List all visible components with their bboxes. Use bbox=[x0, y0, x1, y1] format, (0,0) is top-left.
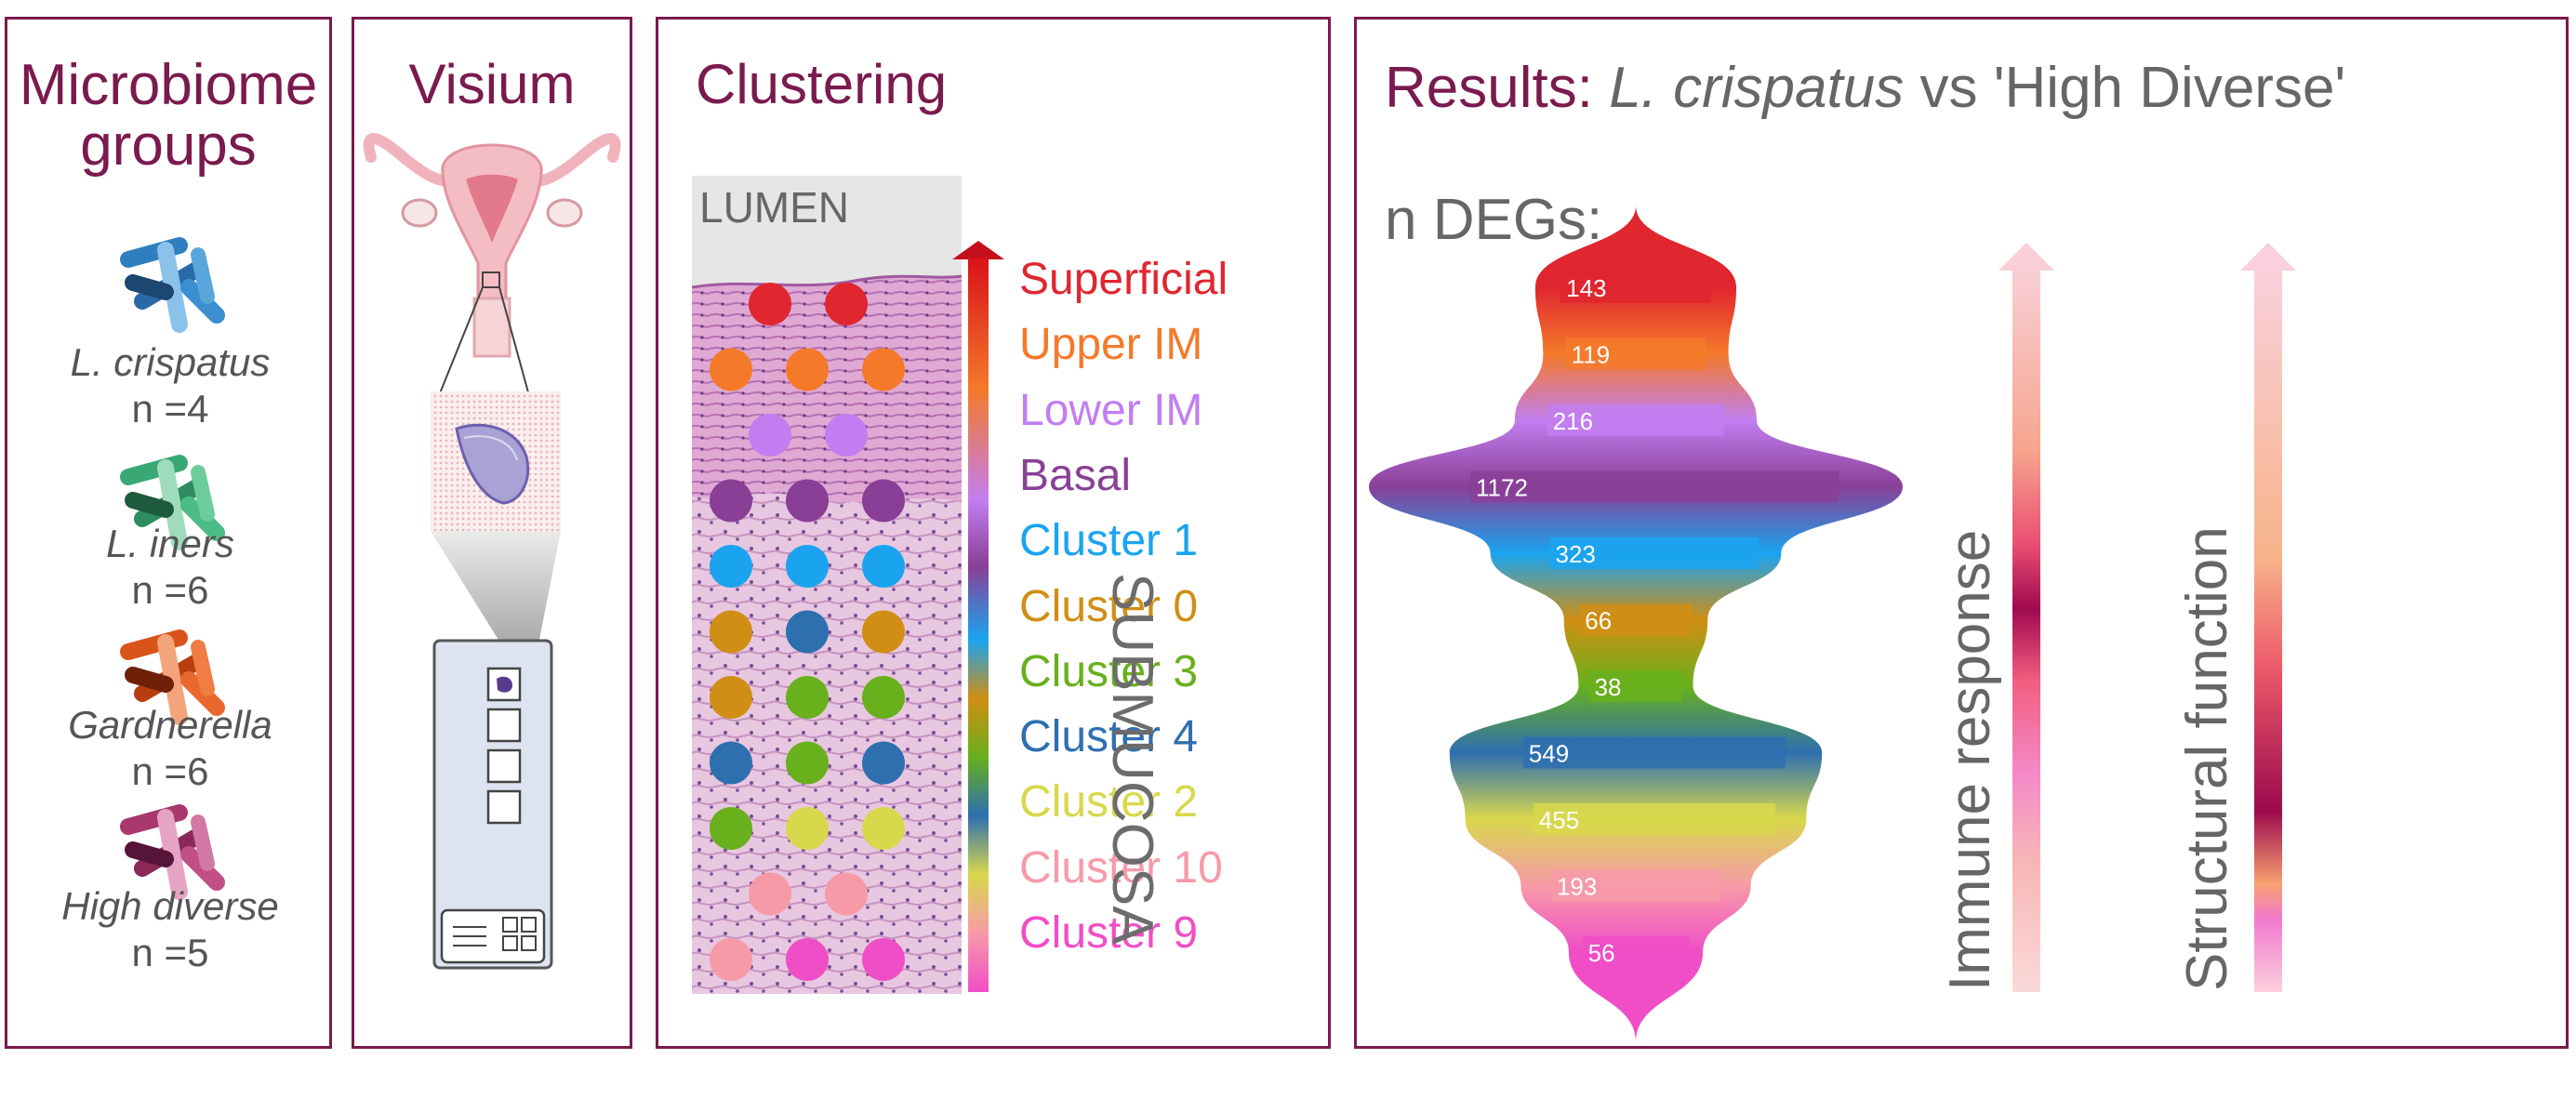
spot bbox=[862, 807, 905, 850]
deg-value-label: 143 bbox=[1566, 274, 1606, 302]
deg-value-label: 1172 bbox=[1476, 474, 1528, 502]
deg-bar bbox=[1522, 736, 1786, 769]
uterus-icon bbox=[363, 133, 621, 404]
spot bbox=[862, 741, 905, 785]
deg-bar bbox=[1582, 936, 1690, 968]
cluster-label: Cluster 2 bbox=[1019, 777, 1199, 827]
submucosa-label: SUBMUCOSA bbox=[1100, 573, 1164, 945]
deg-violin-chart: 143 119 216 1172 323 66 38 549 455 193 56 Immune r… bbox=[1369, 205, 2296, 1042]
spot-grid bbox=[710, 283, 905, 981]
bacteria-high-diverse-icon bbox=[120, 804, 225, 900]
spot bbox=[825, 872, 868, 916]
deg-bar bbox=[1547, 404, 1725, 436]
spot bbox=[862, 545, 905, 588]
tissue-section: LUMEN bbox=[692, 176, 1004, 994]
clustering-title: Clustering bbox=[696, 53, 948, 115]
spot bbox=[862, 610, 905, 654]
visium-title: Visium bbox=[408, 53, 576, 115]
deg-bar bbox=[1579, 603, 1693, 636]
bacteria-iners-icon bbox=[120, 455, 225, 550]
cluster-label: Cluster 4 bbox=[1019, 712, 1199, 762]
cluster-label: Cluster 0 bbox=[1019, 581, 1199, 631]
ndeg-label: n DEGs: bbox=[1385, 188, 1603, 252]
spot bbox=[862, 938, 905, 981]
cluster-label: Cluster 3 bbox=[1019, 646, 1199, 696]
deg-bar bbox=[1549, 537, 1759, 569]
deg-bar bbox=[1565, 338, 1706, 370]
group-name: L. iners bbox=[106, 522, 234, 565]
cluster-label: Basal bbox=[1019, 450, 1132, 500]
spot bbox=[786, 938, 829, 981]
deg-bar bbox=[1560, 271, 1711, 303]
deg-value-label: 193 bbox=[1557, 873, 1597, 901]
spot bbox=[786, 545, 829, 588]
results-title: Results: L. crispatus vs 'High Diverse' bbox=[1385, 55, 2345, 121]
spot bbox=[710, 938, 752, 981]
group-count: n =6 bbox=[131, 568, 209, 612]
results-title-comparison: vs 'High Diverse' bbox=[1919, 56, 2346, 120]
spot bbox=[786, 741, 829, 785]
deg-value-label: 455 bbox=[1539, 806, 1579, 834]
group-count: n =5 bbox=[131, 931, 209, 974]
deg-bar bbox=[1588, 670, 1683, 702]
results-title-prefix: Results: bbox=[1385, 56, 1593, 120]
cluster-label: Superficial bbox=[1019, 255, 1228, 304]
visium-panel: Visium bbox=[352, 17, 632, 1049]
cluster-label: Cluster 1 bbox=[1019, 516, 1199, 566]
spot bbox=[749, 872, 791, 916]
cluster-label: Upper IM bbox=[1019, 320, 1203, 370]
group-count: n =6 bbox=[131, 749, 209, 793]
immune-arrow bbox=[1998, 243, 2054, 992]
spot bbox=[710, 676, 752, 719]
spot bbox=[862, 479, 905, 523]
group-name: Gardnerella bbox=[68, 703, 272, 747]
spot bbox=[825, 283, 868, 325]
spot bbox=[710, 545, 752, 588]
structural-arrow bbox=[2240, 243, 2296, 992]
deg-value-label: 549 bbox=[1529, 740, 1569, 768]
spot bbox=[786, 348, 829, 391]
spot bbox=[710, 807, 752, 850]
spot bbox=[786, 479, 829, 523]
deg-bar bbox=[1550, 869, 1721, 902]
group-name: L. crispatus bbox=[70, 340, 271, 384]
deg-value-label: 56 bbox=[1588, 939, 1615, 967]
lumen-label: LUMEN bbox=[699, 183, 849, 232]
deg-value-label: 38 bbox=[1595, 673, 1622, 701]
spot bbox=[710, 610, 752, 654]
spot bbox=[749, 283, 791, 325]
results-panel: Results: L. crispatus vs 'High Diverse' … bbox=[1354, 17, 2569, 1049]
spot bbox=[825, 414, 868, 457]
visium-illustration bbox=[363, 133, 621, 970]
spot bbox=[862, 676, 905, 719]
bacteria-gardnerella-icon bbox=[120, 629, 225, 725]
spot bbox=[786, 676, 829, 719]
microbiome-title: Microbiome groups bbox=[19, 53, 318, 179]
deg-bar bbox=[1533, 803, 1776, 835]
deg-value-label: 216 bbox=[1553, 407, 1593, 435]
structural-function-label: Structural function bbox=[2175, 526, 2239, 991]
spot bbox=[786, 807, 829, 850]
deg-value-label: 323 bbox=[1556, 540, 1596, 568]
spot bbox=[786, 610, 829, 654]
spot bbox=[710, 479, 752, 523]
microbiome-panel: Microbiome groups L. crispatus n =4 L. i… bbox=[5, 17, 332, 1049]
spot bbox=[749, 414, 791, 457]
spot bbox=[710, 741, 752, 785]
spot bbox=[710, 348, 752, 391]
immune-response-label: Immune response bbox=[1938, 530, 2002, 991]
group-count: n =4 bbox=[131, 387, 209, 430]
spot bbox=[862, 348, 905, 391]
bacteria-crispatus-icon bbox=[120, 237, 225, 333]
cluster-label: Cluster 9 bbox=[1019, 908, 1199, 958]
results-title-species: L. crispatus bbox=[1609, 56, 1905, 120]
clustering-panel: Clustering bbox=[656, 17, 1331, 1049]
cluster-label: Cluster 10 bbox=[1019, 842, 1223, 893]
cluster-label: Lower IM bbox=[1019, 385, 1203, 435]
deg-value-label: 66 bbox=[1585, 607, 1612, 635]
deg-value-label: 119 bbox=[1572, 341, 1610, 369]
deg-bar bbox=[1470, 470, 1839, 503]
group-name: High diverse bbox=[61, 884, 279, 928]
